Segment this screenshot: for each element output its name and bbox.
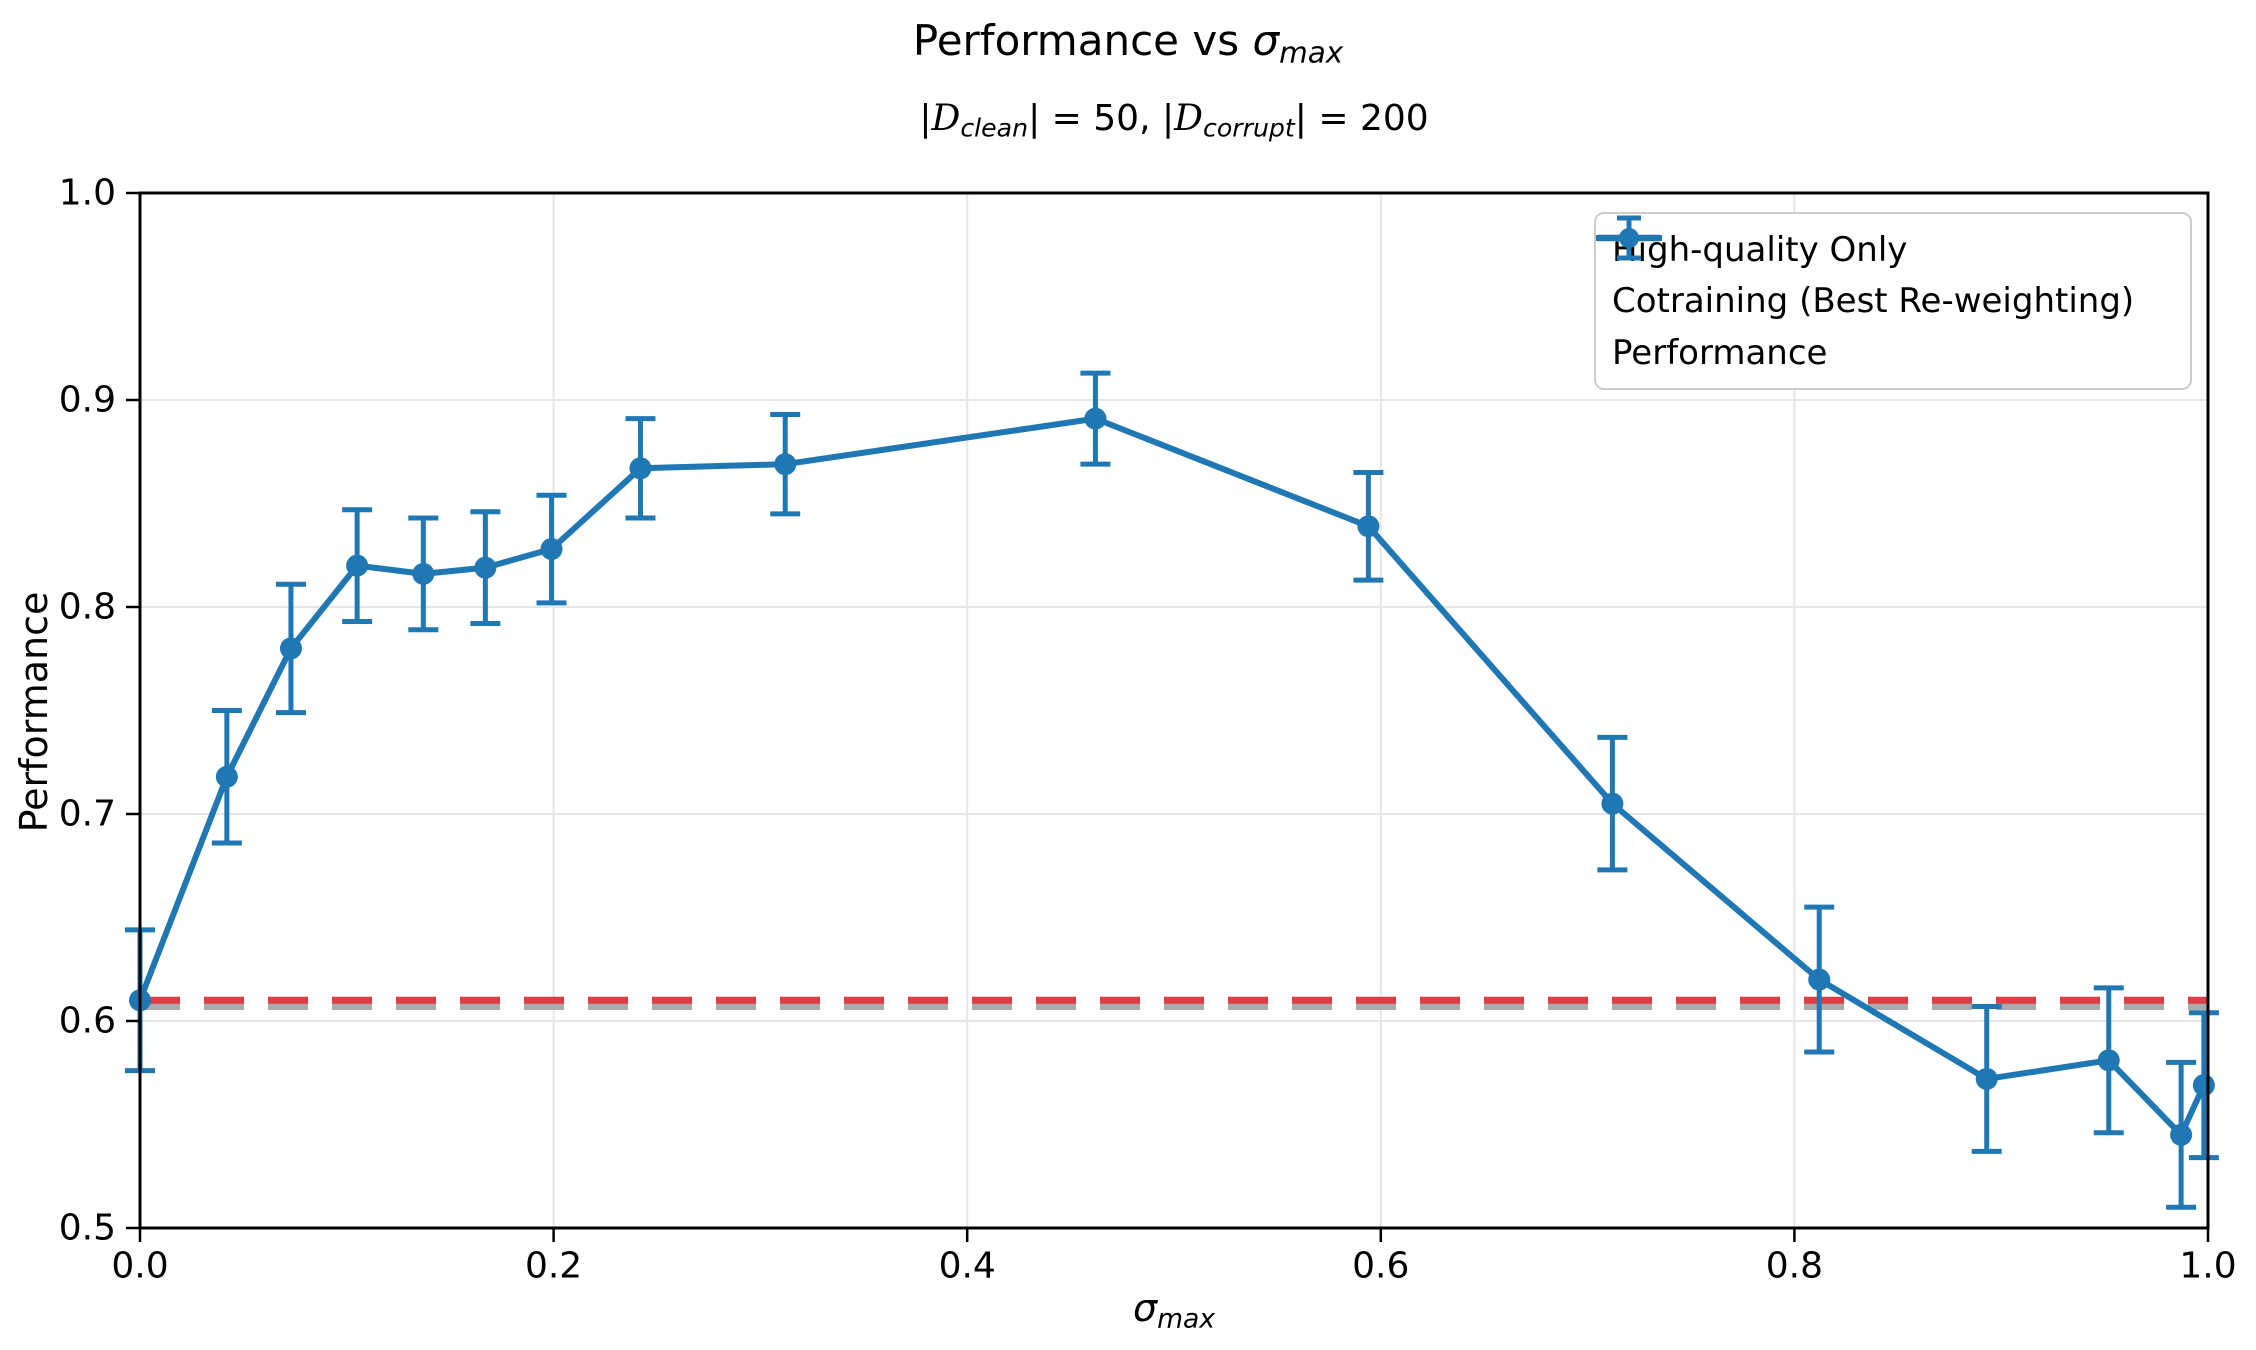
dataset-corrupt-symbol: D xyxy=(1174,98,1203,139)
x-tick-label: 0.8 xyxy=(1766,1246,1823,1287)
data-point-marker xyxy=(215,765,238,788)
legend-item-cotraining: Cotraining (Best Re-weighting) xyxy=(1598,234,2180,321)
legend-item-high-quality: High-quality Only xyxy=(1598,230,2180,270)
y-tick-label: 0.9 xyxy=(59,380,116,421)
dataset-clean-symbol: D xyxy=(931,98,961,139)
sigma-symbol: σ xyxy=(1132,1286,1158,1330)
data-point-marker xyxy=(346,554,369,577)
chart-subtitle: |Dclean| = 50, |Dcorrupt| = 200 xyxy=(919,98,1429,143)
legend-label: Performance xyxy=(1612,332,1828,373)
sigma-subscript: max xyxy=(1279,35,1344,70)
chart-title: Performance vs σmax xyxy=(0,16,2256,67)
data-point-marker xyxy=(1357,515,1380,538)
y-tick-label: 0.6 xyxy=(59,1001,116,1042)
y-tick-label: 0.8 xyxy=(59,587,116,628)
y-tick-label: 1.0 xyxy=(59,173,116,214)
axes-spines xyxy=(138,191,2210,1230)
legend: High-quality Only Cotraining (Best Re-we… xyxy=(1594,212,2192,390)
sigma-symbol: σ xyxy=(1252,16,1280,65)
x-tick-label: 0.6 xyxy=(1352,1246,1409,1287)
y-tick-label: 0.7 xyxy=(59,794,116,835)
x-tick-label: 0.4 xyxy=(939,1246,996,1287)
data-point-marker xyxy=(540,538,563,561)
y-tick-label: 0.5 xyxy=(59,1208,116,1249)
data-point-marker xyxy=(474,556,497,579)
data-point-marker xyxy=(2170,1123,2193,1146)
data-point-marker xyxy=(412,562,435,585)
data-point-marker xyxy=(1975,1067,1998,1090)
data-point-marker xyxy=(1601,792,1624,815)
data-point-marker xyxy=(279,637,302,660)
data-point-marker xyxy=(2192,1074,2215,1097)
data-point-marker xyxy=(2097,1049,2120,1072)
chart-title-text: Performance vs xyxy=(912,16,1253,65)
x-axis-label: σmax xyxy=(1132,1286,1216,1335)
errorbar-marker-icon xyxy=(1596,215,1662,261)
y-axis-label: Performance xyxy=(12,591,56,833)
legend-label: Cotraining (Best Re-weighting) xyxy=(1612,281,2135,321)
data-point-marker xyxy=(1808,968,1831,991)
x-tick-label: 0.0 xyxy=(111,1246,168,1287)
legend-item-performance: Performance xyxy=(1596,215,2180,373)
data-point-marker xyxy=(774,453,797,476)
data-point-marker xyxy=(1084,407,1107,430)
data-line xyxy=(137,415,2207,1138)
data-point-marker xyxy=(629,457,652,480)
x-tick-label: 1.0 xyxy=(2179,1246,2236,1287)
x-tick-label: 0.2 xyxy=(525,1246,582,1287)
